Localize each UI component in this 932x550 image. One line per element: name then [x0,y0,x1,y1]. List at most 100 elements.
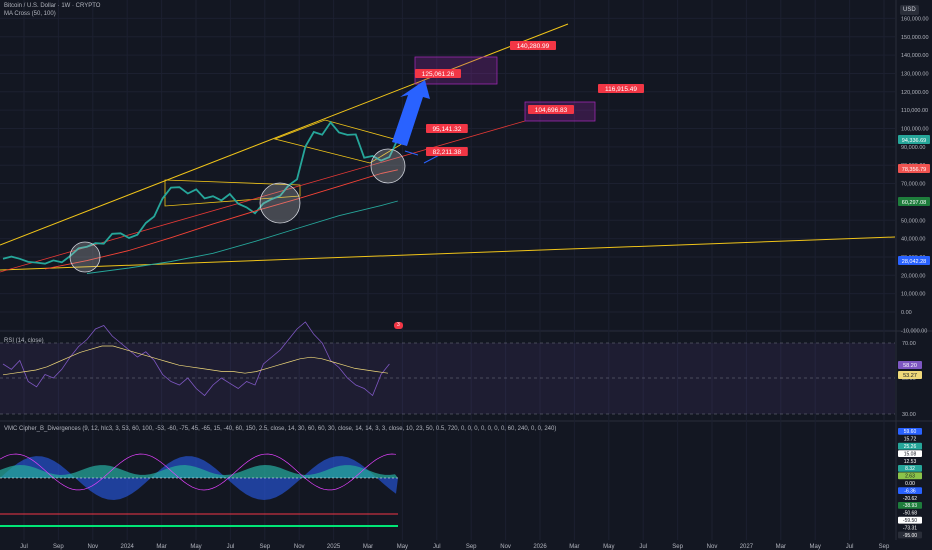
price-target-badge [528,105,574,114]
x-tick-label: Nov [87,544,98,550]
vmc-badge [898,502,922,509]
x-tick-label: Mar [156,544,166,550]
price-target-label: 104,696.83 [535,107,568,114]
x-tick-label: 2024 [121,544,135,550]
highlight-circle [370,148,406,184]
rsi-line [2,321,390,397]
price-series-line [2,120,399,265]
x-tick-label: Nov [294,544,305,550]
vmc-badge-label: 15.72 [904,437,917,443]
y-tick-label: 50,000.00 [901,218,925,224]
upper-trendline [0,23,569,246]
price-target-label: 116,915.49 [605,86,637,93]
vmc-badge-label: -73.31 [903,525,917,531]
price-target-badge [426,147,468,156]
x-tick-label: Jul [639,544,647,550]
event-badge[interactable]: 3 [394,322,403,329]
x-tick-label: Sep [259,544,270,550]
vmc-badge [898,509,922,517]
x-tick-label: Nov [707,544,718,550]
price-series-line [44,169,398,270]
vmc-money-flow [0,465,398,478]
rsi-ma-line [2,345,389,376]
target-arrow [404,150,419,156]
vmc-badge [898,524,922,531]
vmc-badge [898,442,922,450]
price-target-label: 140,280.99 [517,43,550,50]
symbol-title: Bitcoin / U.S. Dollar · 1W · CRYPTO [4,3,101,9]
vmc-badge-label: -50.68 [903,511,917,517]
vmc-badge [898,428,922,435]
x-tick-label: 2026 [533,544,547,550]
vmc-badge-label: 15.08 [904,451,917,457]
vmc-badge [898,494,922,502]
price-axis-badge-label: 78,356.79 [902,167,926,173]
y-tick-label: 110,000.00 [901,108,928,114]
x-tick-label: 2027 [740,544,754,550]
rsi-tick-label: 70.00 [902,341,916,347]
consolidation-channel [164,179,301,207]
vmc-badge-label: -20.62 [903,496,917,502]
vmc-badge [898,531,922,539]
x-tick-label: May [603,544,614,550]
y-tick-label: 90,000.00 [901,145,925,151]
rsi-badge-label: 58.20 [903,363,917,369]
vmc-wave [0,456,398,500]
vmc-badge [898,435,922,443]
price-target-badge [415,69,461,78]
y-tick-label: 70,000.00 [901,182,925,188]
price-target-badge [510,41,556,50]
x-tick-label: Mar [776,544,786,550]
rsi-band [0,343,895,414]
y-tick-label: 140,000.00 [901,53,929,59]
vmc-badge [898,450,922,457]
price-series-line [86,200,398,274]
ma-cross-legend: MA Cross (50, 100) [4,11,56,17]
currency-button[interactable]: USD [900,5,919,15]
vmc-badge [898,479,922,487]
price-target-label: 95,141.32 [432,126,461,133]
vmc-badge-label: -6.36 [904,488,916,494]
x-tick-label: Sep [53,544,64,550]
x-tick-label: Jul [20,544,28,550]
y-tick-label: 0.00 [901,310,912,316]
vmc-badge-label: -38.93 [903,503,917,509]
vmc-badge [898,487,922,494]
y-tick-label: 130,000.00 [901,71,929,77]
price-target-badge [598,84,644,93]
y-tick-label: 10,000.00 [901,292,925,298]
vmc-badge-label: -95.00 [903,533,917,539]
rsi-tick-label: 30.00 [902,412,916,418]
vmc-badge-label: -59.50 [903,518,917,524]
x-tick-label: Sep [466,544,477,550]
price-axis-badge [898,164,930,173]
x-tick-label: 2025 [327,544,341,550]
price-target-label: 125,061.26 [422,71,455,78]
y-tick-label: 100,000.00 [901,127,929,133]
price-axis-badge [898,197,930,206]
x-tick-label: May [810,544,821,550]
price-target-label: 82,211.38 [433,149,462,156]
x-tick-label: Sep [672,544,683,550]
x-tick-label: Nov [500,544,511,550]
vmc-badge-label: 59.60 [904,429,917,435]
y-tick-label: 150,000.00 [901,35,929,41]
vmc-badge [898,516,922,524]
vmc-legend: VMC Cipher_B_Divergences (9, 12, hlc3, 3… [4,426,557,432]
y-tick-label: 120,000.00 [901,90,929,96]
price-axis-badge [898,256,930,265]
highlight-circle [69,241,101,273]
vmc-badge-label: 25.26 [904,444,917,450]
vmc-badge [898,472,922,480]
vmc-badge-label: 12.53 [904,459,917,465]
vmc-badge-label: 2.63 [905,474,915,480]
x-tick-label: Jul [227,544,235,550]
vmc-badge-label: 8.32 [905,466,915,472]
highlight-circle [259,182,301,224]
price-axis-badge-label: 28,042.28 [902,259,926,265]
x-tick-label: Mar [363,544,373,550]
y-tick-label: 40,000.00 [901,237,925,243]
rsi-badge-label: 53.27 [903,373,917,379]
price-axis-badge-label: 60,297.08 [902,200,926,206]
